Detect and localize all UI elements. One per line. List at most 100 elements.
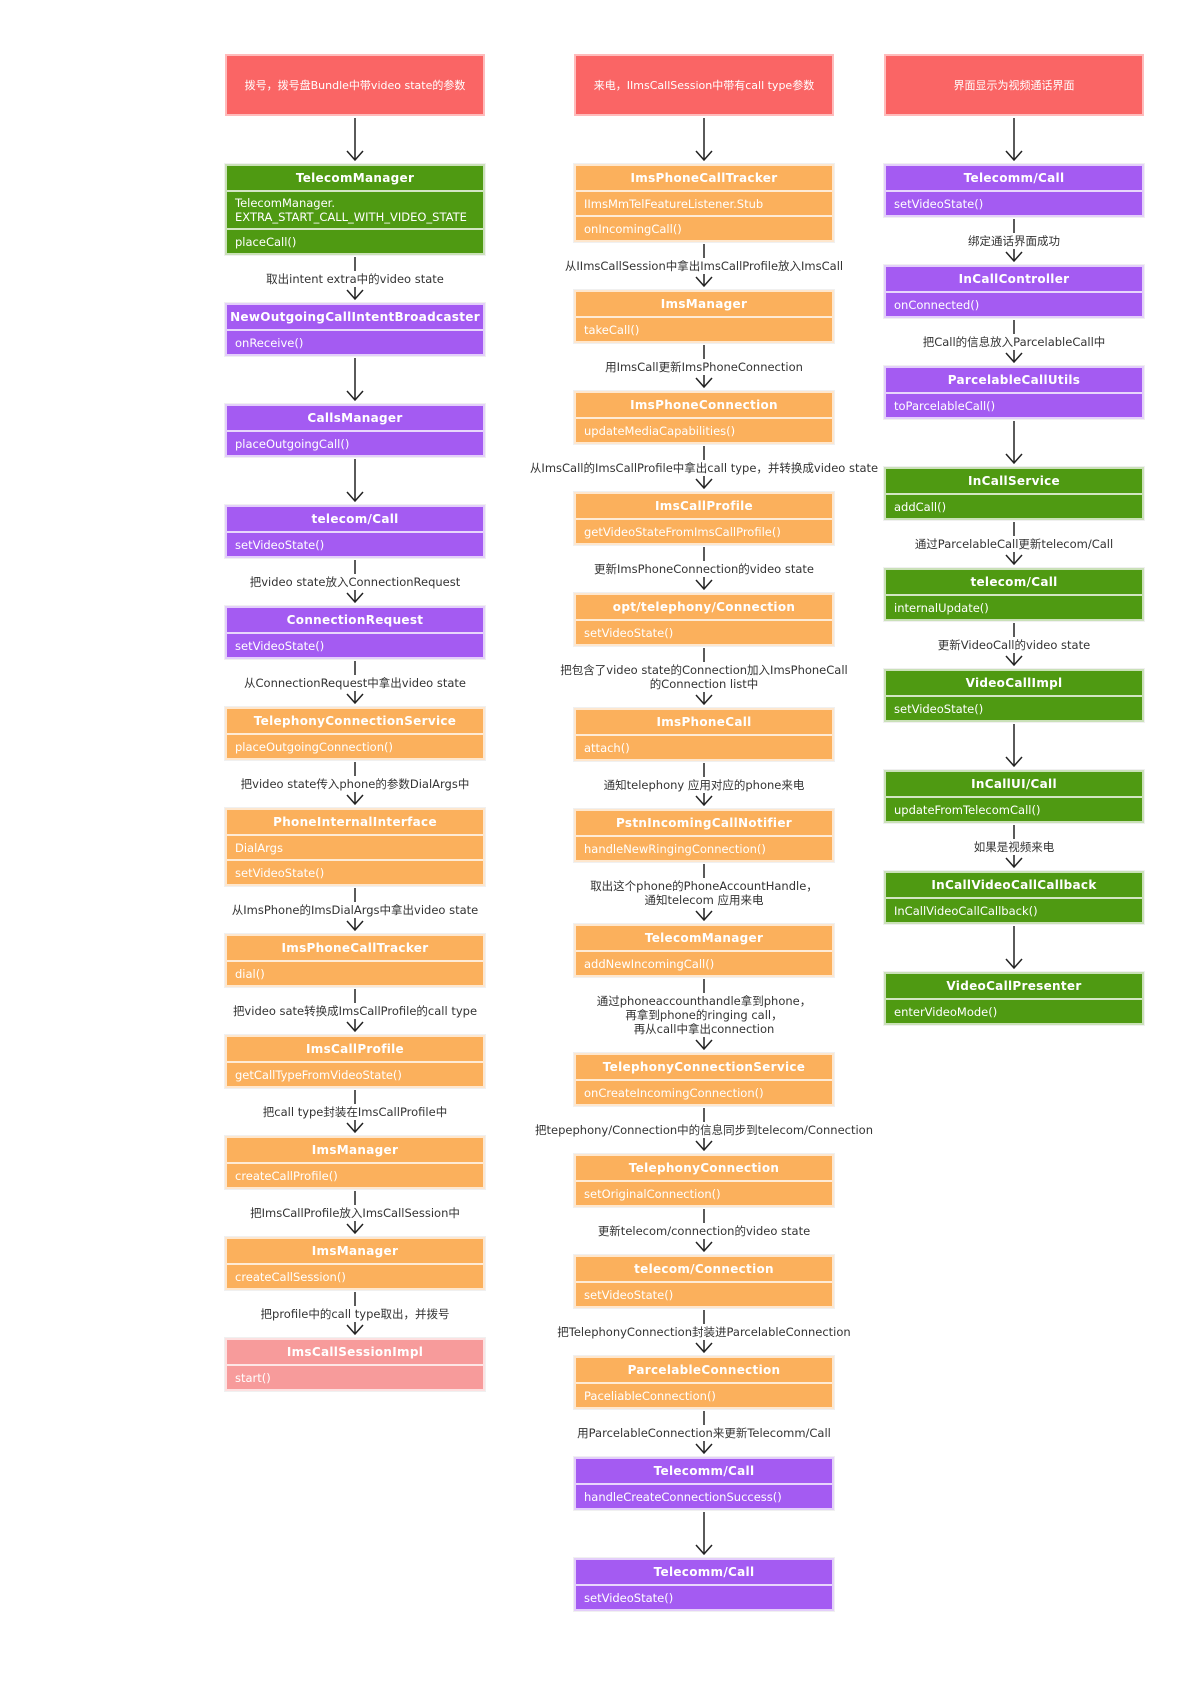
node-item: attach() bbox=[576, 734, 832, 759]
arrow: 取出intent extra中的video state bbox=[225, 255, 485, 303]
header-box: 拨号，拨号盘Bundle中带video state的参数 bbox=[225, 54, 485, 116]
node-item: placeOutgoingConnection() bbox=[227, 733, 483, 758]
node: ImsManager takeCall() bbox=[573, 289, 835, 344]
node-title: InCallVideoCallCallback bbox=[931, 878, 1097, 892]
node-title: Telecomm/Call bbox=[653, 1565, 755, 1579]
node: PstnIncomingCallNotifier handleNewRinging… bbox=[573, 808, 835, 863]
edge-label: 取出这个phone的PhoneAccountHandle， 通知telecom … bbox=[588, 878, 820, 908]
node: telecom/Connection setVideoState() bbox=[573, 1254, 835, 1309]
node-item: onReceive() bbox=[227, 329, 483, 354]
arrow-line bbox=[695, 1512, 713, 1556]
node-title: ImsCallSessionImpl bbox=[286, 1345, 424, 1359]
arrow-line bbox=[1005, 724, 1023, 768]
arrow bbox=[884, 116, 1144, 164]
arrow-line bbox=[695, 118, 713, 162]
node: ConnectionRequest setVideoState() bbox=[224, 605, 486, 660]
edge-label: 把Call的信息放入ParcelableCall中 bbox=[920, 334, 1108, 350]
edge-label: 更新ImsPhoneConnection的video state bbox=[592, 561, 816, 577]
node-item: placeOutgoingCall() bbox=[227, 430, 483, 455]
arrow: 通过phoneaccounthandle拿到phone， 再拿到phone的ri… bbox=[574, 977, 834, 1053]
arrow bbox=[884, 924, 1144, 972]
arrow: 通过ParcelableCall更新telecom/Call bbox=[884, 520, 1144, 568]
node: TelephonyConnectionService onCreateIncomi… bbox=[573, 1052, 835, 1107]
arrow: 从IImsCallSession中拿出ImsCallProfile放入ImsCa… bbox=[562, 242, 846, 290]
node-item: setVideoState() bbox=[576, 1281, 832, 1306]
arrow: 把包含了video state的Connection加入ImsPhoneCall… bbox=[558, 646, 850, 708]
arrow bbox=[225, 356, 485, 404]
node-item: toParcelableCall() bbox=[886, 392, 1142, 417]
node-item: enterVideoMode() bbox=[886, 998, 1142, 1023]
node-title: ConnectionRequest bbox=[286, 613, 424, 627]
node: Telecomm/Call setVideoState() bbox=[573, 1557, 835, 1612]
edge-label: 把ImsCallProfile放入ImsCallSession中 bbox=[248, 1205, 462, 1221]
node: ImsPhoneCallTracker IImsMmTelFeatureListe… bbox=[573, 163, 835, 243]
header-box: 来电，IImsCallSession中带有call type参数 bbox=[574, 54, 834, 116]
node-title: Telecomm/Call bbox=[653, 1464, 755, 1478]
arrow: 如果是视频来电 bbox=[884, 823, 1144, 871]
node-item: updateMediaCapabilities() bbox=[576, 417, 832, 442]
edge-label: 从ImsPhone的ImsDialArgs中拿出video state bbox=[229, 902, 481, 918]
node-title: VideoCallImpl bbox=[965, 676, 1063, 690]
edge-label: 把tepephony/Connection中的信息同步到telecom/Conn… bbox=[533, 1122, 875, 1138]
node: TelecomManager addNewIncomingCall() bbox=[573, 923, 835, 978]
edge-label: 从ConnectionRequest中拿出video state bbox=[242, 675, 468, 691]
edge-label: 更新VideoCall的video state bbox=[935, 637, 1093, 653]
edge-label: 取出intent extra中的video state bbox=[264, 271, 446, 287]
arrow: 更新ImsPhoneConnection的video state bbox=[574, 545, 834, 593]
node-title: InCallService bbox=[968, 474, 1060, 488]
node-title: Telecomm/Call bbox=[963, 171, 1065, 185]
node-title: CallsManager bbox=[307, 411, 403, 425]
node-item: setVideoState() bbox=[576, 619, 832, 644]
edge-label: 用ImsCall更新ImsPhoneConnection bbox=[603, 359, 805, 375]
node: ImsPhoneConnection updateMediaCapabilitie… bbox=[573, 390, 835, 445]
node-item: setVideoState() bbox=[227, 632, 483, 657]
arrow: 把profile中的call type取出，并拨号 bbox=[225, 1290, 485, 1338]
node-item: PaceliableConnection() bbox=[576, 1382, 832, 1407]
node-item: start() bbox=[227, 1364, 483, 1389]
arrow bbox=[574, 116, 834, 164]
node-title: opt/telephony/Connection bbox=[612, 600, 796, 614]
arrow-line bbox=[346, 459, 364, 503]
node-item: onIncomingCall() bbox=[576, 215, 832, 240]
node-title: ImsPhoneCall bbox=[656, 715, 752, 729]
node-item: handleNewRingingConnection() bbox=[576, 835, 832, 860]
arrow: 用ParcelableConnection来更新Telecomm/Call bbox=[574, 1409, 834, 1457]
node-title: ParcelableCallUtils bbox=[947, 373, 1081, 387]
arrow: 把video state传入phone的参数DialArgs中 bbox=[225, 760, 485, 808]
node-title: ParcelableConnection bbox=[627, 1363, 781, 1377]
node-title: ImsPhoneCallTracker bbox=[281, 941, 429, 955]
node: VideoCallImpl setVideoState() bbox=[883, 668, 1145, 723]
node-title: telecom/Call bbox=[311, 512, 399, 526]
node: ImsCallProfile getVideoStateFromImsCallPr… bbox=[573, 491, 835, 546]
node: ParcelableConnection PaceliableConnection… bbox=[573, 1355, 835, 1410]
node-item: getCallTypeFromVideoState() bbox=[227, 1061, 483, 1086]
node-item: onCreateIncomingConnection() bbox=[576, 1079, 832, 1104]
node-title: ImsPhoneCallTracker bbox=[630, 171, 778, 185]
node: TelecomManager TelecomManager. EXTRA_STAR… bbox=[224, 163, 486, 256]
node: telecom/Call internalUpdate() bbox=[883, 567, 1145, 622]
arrow-line bbox=[1005, 421, 1023, 465]
arrow bbox=[884, 419, 1144, 467]
edge-label: 通知telephony 应用对应的phone来电 bbox=[601, 777, 807, 793]
node: TelephonyConnectionService placeOutgoingC… bbox=[224, 706, 486, 761]
edge-label: 绑定通话界面成功 bbox=[966, 233, 1062, 249]
node-title: ImsManager bbox=[311, 1143, 399, 1157]
node-item: createCallSession() bbox=[227, 1263, 483, 1288]
node-title: TelephonyConnectionService bbox=[602, 1060, 806, 1074]
node-item: setOriginalConnection() bbox=[576, 1180, 832, 1205]
arrow: 把Call的信息放入ParcelableCall中 bbox=[884, 318, 1144, 366]
node: ImsManager createCallProfile() bbox=[224, 1135, 486, 1190]
node-item: dial() bbox=[227, 960, 483, 985]
node: InCallVideoCallCallback InCallVideoCallCa… bbox=[883, 870, 1145, 925]
arrow: 绑定通话界面成功 bbox=[884, 217, 1144, 265]
edge-label: 从ImsCall的ImsCallProfile中拿出call type，并转换成… bbox=[527, 460, 881, 476]
arrow bbox=[225, 457, 485, 505]
edge-label: 把TelephonyConnection封装进ParcelableConnect… bbox=[555, 1324, 853, 1340]
node-title: ImsManager bbox=[311, 1244, 399, 1258]
node: InCallService addCall() bbox=[883, 466, 1145, 521]
node-item: updateFromTelecomCall() bbox=[886, 796, 1142, 821]
node-item: TelecomManager. EXTRA_START_CALL_WITH_VI… bbox=[227, 190, 483, 228]
column: 来电，IImsCallSession中带有call type参数 ImsPhone… bbox=[527, 54, 881, 1612]
arrow: 把tepephony/Connection中的信息同步到telecom/Conn… bbox=[533, 1106, 875, 1154]
arrow: 把call type封装在ImsCallProfile中 bbox=[225, 1088, 485, 1136]
